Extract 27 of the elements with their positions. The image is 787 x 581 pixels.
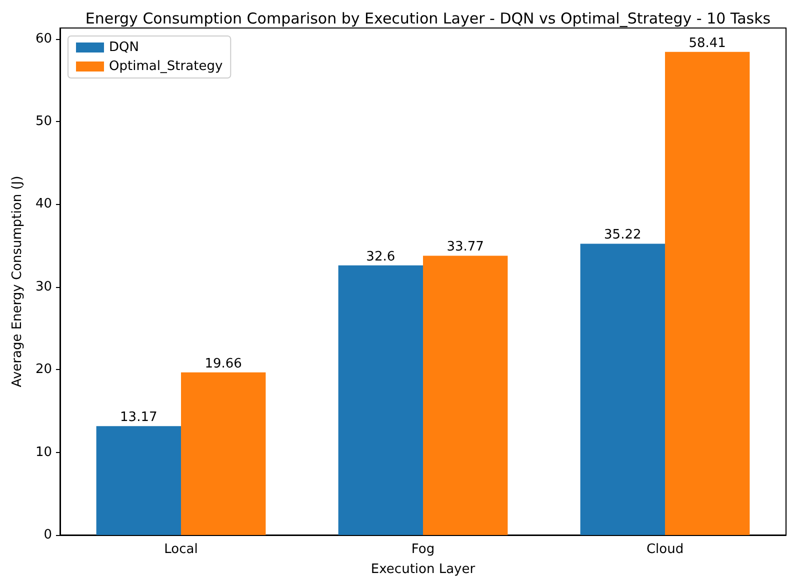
bar — [665, 52, 750, 535]
y-tick-label: 20 — [35, 362, 52, 378]
chart-title: Energy Consumption Comparison by Execution Layer - DQN vs Optimal_Strategy - 10 Tasks — [85, 10, 771, 28]
y-tick-label: 0 — [44, 528, 52, 542]
bar — [338, 265, 423, 535]
y-tick-label: 40 — [35, 196, 52, 212]
legend-label: DQN — [109, 40, 139, 55]
data-label: 13.17 — [120, 410, 158, 426]
y-axis-title: Average Energy Consumption (J) — [10, 176, 25, 388]
data-label: 58.41 — [688, 36, 726, 51]
bar — [423, 256, 508, 535]
legend-label: Optimal_Strategy — [109, 59, 223, 74]
bar — [96, 426, 181, 535]
y-tick-label: 30 — [35, 279, 52, 294]
x-tick-label: Cloud — [646, 542, 684, 557]
x-axis-title: Execution Layer — [370, 562, 476, 577]
y-tick-label: 10 — [35, 444, 52, 460]
bar — [181, 372, 266, 535]
data-label: 33.77 — [446, 240, 484, 255]
data-label: 19.66 — [204, 356, 242, 372]
x-tick-label: Local — [164, 542, 198, 557]
data-label: 32.6 — [366, 249, 396, 264]
x-tick-label: Fog — [411, 542, 435, 557]
data-label: 35.22 — [604, 228, 642, 243]
bar — [580, 244, 665, 535]
y-tick-label: 50 — [35, 114, 52, 129]
y-tick-label: 60 — [35, 31, 52, 46]
